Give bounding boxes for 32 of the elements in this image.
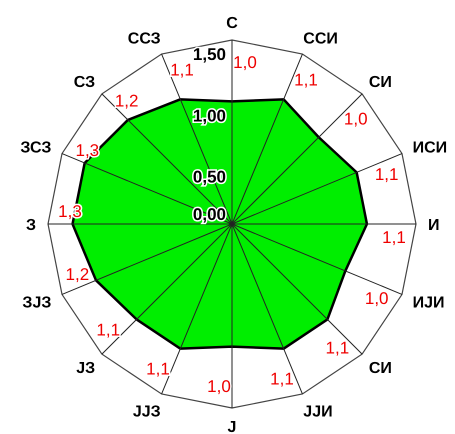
y-tick-label: 1,50	[192, 45, 226, 64]
spoke-label: СИ	[368, 74, 392, 92]
data-label: 1,1	[294, 70, 318, 90]
data-label: 1,1	[374, 165, 398, 184]
spoke-label: С	[226, 15, 238, 32]
spoke-label: СЗ	[74, 74, 96, 92]
data-label: 1,0	[364, 289, 389, 308]
spoke-label: ССИ	[303, 30, 338, 48]
spoke-label: ЈЈИ	[303, 404, 333, 421]
spoke-label: ЗЈЗ	[22, 294, 52, 312]
data-label: 1,1	[326, 338, 350, 358]
data-label: 1,1	[170, 60, 194, 80]
data-label: 1,1	[270, 370, 294, 389]
spoke-label: ЈЈЗ	[132, 404, 161, 421]
data-label: 1,2	[66, 264, 90, 284]
data-label: 1,1	[382, 228, 406, 247]
spoke-label: Ј	[228, 419, 236, 434]
spoke-label: ЈЗ	[76, 360, 96, 377]
spoke-label: ЗСЗ	[20, 140, 52, 157]
data-label: 1,1	[96, 320, 120, 340]
spoke-label: И	[428, 217, 440, 234]
data-label: 1,0	[207, 377, 231, 396]
spoke-label: ИСИ	[412, 140, 448, 157]
data-label: 1,0	[344, 110, 368, 129]
y-tick-label: 1,00	[192, 106, 226, 126]
data-label: 1,0	[233, 53, 257, 72]
spoke-label: СИ	[368, 360, 392, 377]
spoke-label: ССЗ	[128, 30, 161, 48]
spoke-label: З	[26, 217, 36, 234]
data-label: 1,1	[146, 360, 170, 379]
data-label: 1,2	[114, 91, 138, 110]
spoke-label: ИЈИ	[412, 294, 445, 312]
